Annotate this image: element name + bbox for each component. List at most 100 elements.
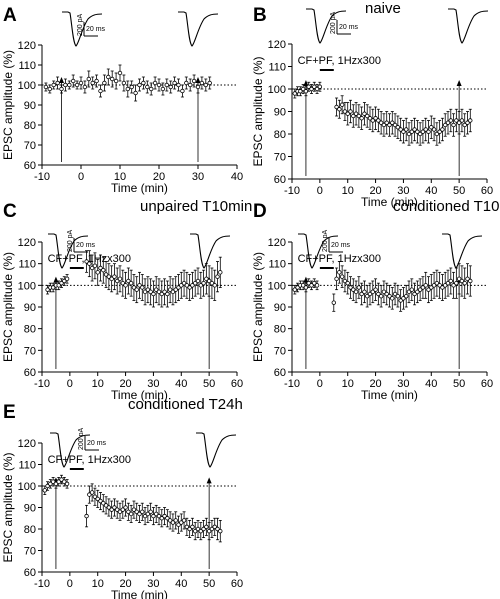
data-point bbox=[204, 524, 209, 530]
data-point bbox=[300, 283, 306, 288]
data-point bbox=[168, 84, 173, 90]
data-point bbox=[456, 276, 462, 282]
data-point bbox=[87, 261, 92, 266]
x-tick-label: 50 bbox=[203, 578, 215, 590]
data-point bbox=[395, 293, 401, 299]
data-point bbox=[215, 274, 220, 279]
data-point bbox=[367, 291, 373, 297]
data-point bbox=[180, 88, 185, 94]
arrow-head bbox=[303, 276, 309, 283]
scale-label-amplitude: 200 pA bbox=[78, 427, 85, 450]
data-point bbox=[129, 84, 134, 90]
data-point bbox=[159, 516, 164, 521]
data-point bbox=[98, 88, 103, 94]
epsc-trace-after bbox=[178, 11, 219, 47]
data-point bbox=[181, 280, 187, 286]
scale-label-amplitude: 200 pA bbox=[77, 13, 84, 36]
data-point bbox=[198, 528, 203, 534]
x-tick-label: 10 bbox=[342, 185, 354, 197]
x-tick-label: -10 bbox=[34, 378, 50, 390]
data-point bbox=[206, 278, 212, 284]
data-point bbox=[187, 285, 192, 290]
x-tick-label: 10 bbox=[342, 378, 354, 390]
data-point bbox=[47, 86, 52, 92]
y-tick-label: 120 bbox=[18, 40, 36, 52]
data-point bbox=[59, 86, 64, 92]
data-point bbox=[43, 84, 49, 90]
data-point bbox=[109, 507, 114, 512]
data-point bbox=[181, 518, 187, 523]
x-tick-label: 0 bbox=[317, 185, 323, 197]
data-point bbox=[87, 492, 92, 497]
y-tick-label: 60 bbox=[24, 567, 36, 579]
data-point bbox=[292, 91, 297, 96]
data-point bbox=[115, 507, 120, 512]
data-point bbox=[193, 280, 198, 286]
data-point bbox=[89, 490, 95, 495]
data-point bbox=[165, 291, 170, 297]
x-tick-label: 60 bbox=[481, 378, 493, 390]
data-point bbox=[167, 287, 173, 292]
data-point bbox=[195, 84, 201, 90]
arrow-head bbox=[456, 80, 462, 86]
data-point bbox=[98, 265, 103, 271]
data-point bbox=[103, 503, 109, 508]
data-point bbox=[437, 283, 442, 288]
data-point bbox=[423, 127, 428, 132]
data-point bbox=[173, 287, 178, 292]
x-tick-label: 30 bbox=[192, 171, 204, 183]
data-point bbox=[331, 300, 336, 305]
data-point bbox=[82, 84, 88, 90]
data-point bbox=[112, 274, 117, 279]
data-point bbox=[206, 528, 212, 534]
x-tick-label: 60 bbox=[231, 578, 243, 590]
stimulus-label: CF+PF, 1Hzx300 bbox=[48, 454, 131, 466]
data-point bbox=[448, 118, 453, 123]
data-point bbox=[145, 287, 151, 292]
y-tick-label: 80 bbox=[24, 524, 36, 536]
y-tick-label: 70 bbox=[24, 345, 36, 357]
data-point bbox=[345, 280, 350, 286]
arrow-head bbox=[59, 77, 64, 83]
x-axis-title: Time (min) bbox=[111, 588, 168, 599]
data-point bbox=[126, 278, 131, 284]
data-point bbox=[84, 513, 89, 519]
epsc-trace-before bbox=[62, 11, 103, 47]
x-tick-label: 20 bbox=[369, 185, 381, 197]
data-point bbox=[339, 102, 345, 107]
data-point bbox=[51, 82, 56, 88]
data-point bbox=[351, 287, 356, 292]
data-point bbox=[140, 285, 145, 290]
panel-a: A 200 pA 20 ms -10 0 10 20 30 40 60 70 80 90 100 110 12… bbox=[1, 5, 243, 195]
x-tick-label: 10 bbox=[92, 378, 104, 390]
data-point bbox=[445, 280, 451, 286]
data-point bbox=[113, 78, 119, 84]
data-point bbox=[50, 479, 56, 484]
data-point bbox=[176, 82, 181, 88]
x-tick-label: -10 bbox=[34, 171, 50, 183]
epsc-trace-before bbox=[298, 233, 339, 269]
y-tick-label: 70 bbox=[24, 546, 36, 558]
data-point bbox=[342, 278, 348, 284]
data-point bbox=[62, 479, 67, 484]
data-point bbox=[201, 526, 206, 532]
data-point bbox=[56, 283, 61, 288]
data-point bbox=[376, 291, 381, 297]
data-point bbox=[160, 86, 166, 92]
epsc-trace-after bbox=[448, 8, 489, 44]
data-point bbox=[306, 84, 311, 89]
data-point bbox=[106, 505, 112, 510]
data-point bbox=[373, 287, 378, 292]
data-point bbox=[303, 285, 309, 290]
data-point bbox=[89, 265, 95, 271]
data-point bbox=[218, 528, 223, 534]
data-point bbox=[381, 122, 387, 128]
data-point bbox=[115, 278, 120, 284]
data-point bbox=[199, 80, 205, 86]
arrow-head bbox=[303, 80, 309, 86]
y-axis-title: EPSC amplitude (%) bbox=[1, 50, 15, 160]
x-tick-label: 20 bbox=[369, 378, 381, 390]
data-point bbox=[170, 520, 176, 525]
data-point bbox=[465, 276, 470, 282]
data-point bbox=[292, 287, 297, 292]
